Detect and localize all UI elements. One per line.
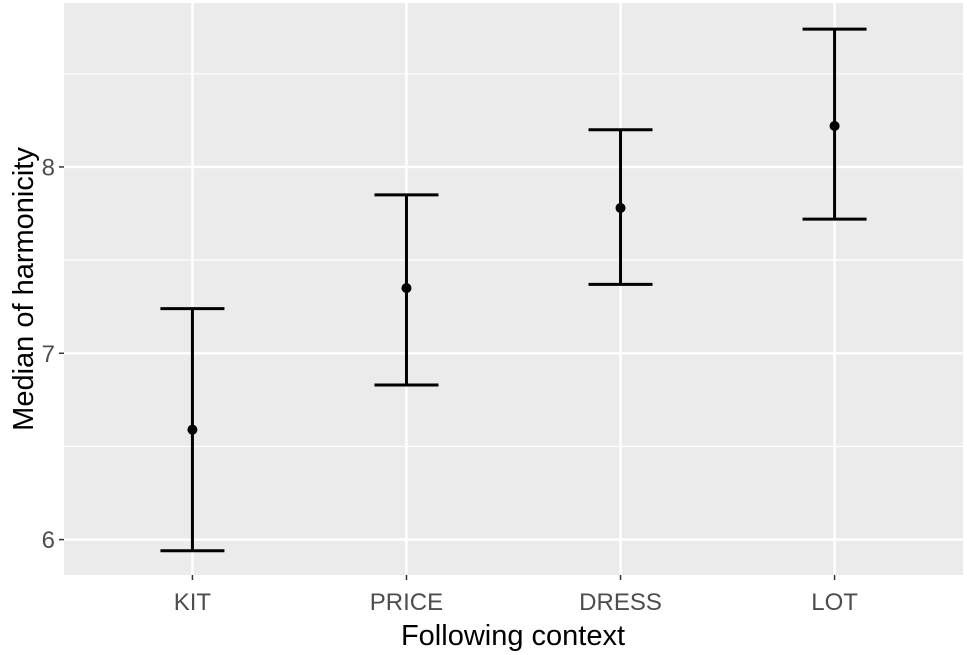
y-tick-label: 6 (42, 527, 55, 554)
y-tick-label: 7 (42, 341, 55, 368)
median-point (401, 283, 412, 294)
errorbar-kit (160, 307, 225, 553)
x-tick-label: DRESS (579, 589, 662, 616)
errorbar-series (160, 27, 867, 553)
y-axis-title: Median of harmonicity (8, 147, 40, 431)
x-tick-label: KIT (174, 589, 212, 616)
x-tick-label: LOT (811, 589, 858, 616)
errorbar-lot (802, 27, 867, 221)
x-axis-title: Following context (401, 620, 625, 652)
major-gridlines (64, 3, 963, 575)
x-tick-label: PRICE (370, 589, 443, 616)
errorbar-price (374, 193, 439, 387)
plot-panel (64, 3, 963, 575)
median-point (829, 120, 840, 131)
median-point (187, 424, 198, 435)
x-axis: KIT PRICE DRESS LOT (174, 575, 858, 616)
minor-gridlines (64, 73, 963, 448)
y-axis: 6 7 8 (42, 154, 64, 554)
median-point (615, 202, 626, 213)
errorbar-dress (588, 128, 653, 286)
y-tick-label: 8 (42, 154, 55, 181)
